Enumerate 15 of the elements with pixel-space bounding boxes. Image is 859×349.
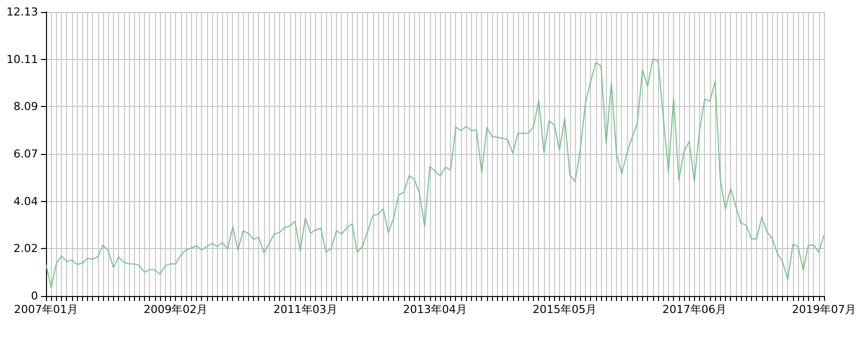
y-tick-label: 6.07 bbox=[14, 147, 38, 160]
x-tick-label: 2013年04月 bbox=[403, 303, 467, 316]
x-tick-label: 2017年06月 bbox=[662, 303, 726, 316]
x-tick-label: 2009年02月 bbox=[144, 303, 208, 316]
x-tick-label: 2019年07月 bbox=[792, 303, 856, 316]
y-tick-label: 12.13 bbox=[6, 6, 38, 18]
y-tick-label: 4.04 bbox=[14, 194, 38, 208]
y-tick-label: 10.11 bbox=[6, 52, 38, 66]
line-series bbox=[46, 58, 825, 288]
x-tick-label: 2007年01月 bbox=[14, 303, 78, 316]
y-tick-label: 2.02 bbox=[14, 242, 38, 256]
x-tick-label: 2011年03月 bbox=[273, 303, 338, 316]
x-tick-label: 2015年05月 bbox=[532, 303, 597, 316]
y-tick-label: 8.09 bbox=[14, 100, 38, 114]
y-tick-label: 0 bbox=[31, 290, 38, 302]
